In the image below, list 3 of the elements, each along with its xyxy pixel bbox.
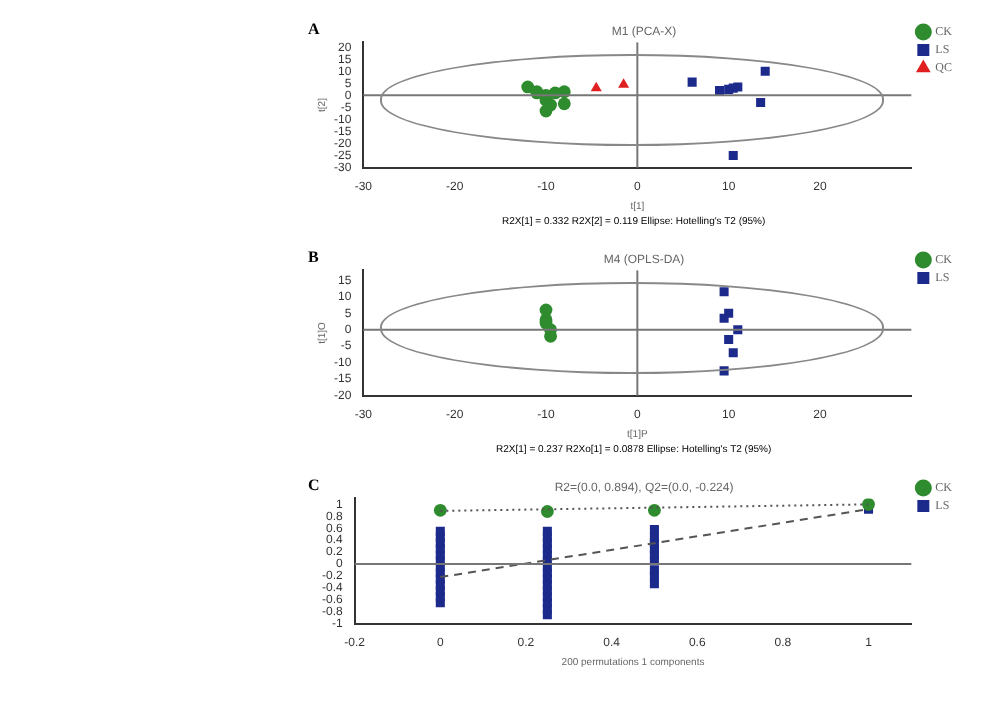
text: B (308, 248, 319, 266)
text: A (308, 20, 320, 38)
text: C (308, 476, 320, 494)
